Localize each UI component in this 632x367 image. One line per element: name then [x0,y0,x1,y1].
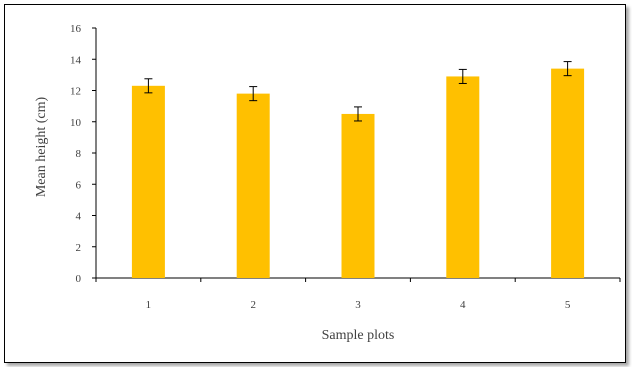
bar-4 [446,76,480,278]
x-tick-label: 1 [146,299,152,311]
y-tick-label: 2 [76,242,82,254]
bar-3 [341,113,375,278]
error-bars [144,61,572,122]
error-bar-2 [249,86,258,102]
y-tick-label: 6 [76,179,82,191]
y-tick-label: 12 [70,86,81,98]
error-bar-1 [144,78,153,94]
y-tick-label: 14 [70,54,82,66]
error-bar-3 [354,106,362,122]
y-tick-label: 10 [70,117,82,129]
error-bar-4 [458,68,467,84]
x-tick-label: 2 [250,299,256,311]
y-tick-label: 4 [76,211,82,223]
y-tick-label: 0 [76,273,82,285]
bars [131,68,585,278]
y-axis-ticks: 0 2 4 6 8 10 12 14 16 [70,23,96,285]
x-tick-label: 5 [565,299,571,311]
y-axis-title: Mean height (cm) [34,97,49,198]
bar-5 [551,68,585,278]
y-tick-label: 8 [76,148,82,160]
y-tick-label: 16 [70,23,82,35]
x-tick-label: 3 [355,299,361,311]
bar-1 [131,85,165,278]
x-axis-ticks: 1 2 3 4 5 [95,278,621,311]
x-tick-label: 4 [460,299,466,311]
x-axis-title: Sample plots [322,328,395,343]
bar-2 [236,93,270,278]
error-bar-5 [563,61,572,77]
